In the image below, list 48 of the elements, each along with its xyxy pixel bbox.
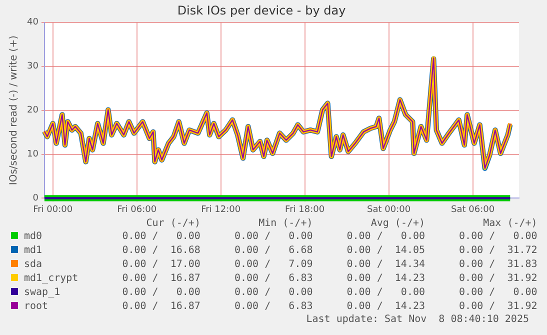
x-tick-label: Fri 06:00 — [117, 204, 157, 215]
text: 0.00 / 16.68 — [121, 244, 200, 258]
text: Max (-/+) — [482, 218, 538, 230]
text: 0.00 / 0.00 — [233, 286, 313, 300]
text: 0.00 / 31.72 — [458, 244, 538, 258]
legend-label: root — [23, 300, 50, 314]
text: 0.00 / 0.00 — [346, 230, 426, 244]
x-tick-label: Fri 18:00 — [285, 204, 325, 215]
legend-label: md1 — [23, 244, 44, 258]
y-tick-label: 30 — [27, 62, 39, 72]
text: Cur (-/+) — [145, 218, 200, 230]
text: 0.00 / 31.83 — [458, 258, 538, 272]
y-tick-label: 20 — [27, 106, 39, 116]
text: 0.00 / 14.05 — [346, 244, 426, 258]
text: 0.00 / 6.83 — [233, 300, 313, 314]
text: 0.00 / 31.92 — [458, 300, 538, 314]
text: 0.00 / 0.00 — [121, 286, 200, 300]
text: 0.00 / 0.00 — [121, 230, 200, 244]
text: 0.00 / 17.00 — [121, 258, 200, 272]
text: 0.00 / 14.23 — [346, 300, 426, 314]
text: 0.00 / 16.87 — [121, 272, 200, 286]
text: Last update: Sat Nov 8 08:40:10 2025 — [305, 314, 530, 325]
x-tick-label: Fri 12:00 — [201, 204, 241, 215]
text: 0.00 / 7.09 — [233, 258, 313, 272]
y-tick-label: 10 — [27, 150, 39, 160]
text: 0.00 / 0.00 — [233, 230, 313, 244]
text: 0.00 / 0.00 — [458, 286, 538, 300]
x-tick-label: Sat 00:00 — [367, 204, 411, 215]
legend-label: sda — [23, 258, 44, 272]
y-axis-title: IOs/second read (-) / write (+) — [8, 35, 20, 186]
legend-label: md1_crypt — [23, 272, 80, 286]
text: 0.00 / 16.87 — [121, 300, 200, 314]
text: 0.00 / 31.92 — [458, 272, 538, 286]
text: Min (-/+) — [258, 218, 313, 230]
y-tick-label: 40 — [27, 18, 39, 28]
text: 0.00 / 6.83 — [233, 272, 313, 286]
text: 0.00 / 0.00 — [346, 286, 426, 300]
chart-title: Disk IOs per device - by day — [177, 3, 346, 18]
text: 0.00 / 0.00 — [458, 230, 538, 244]
text: 0.00 / 14.34 — [346, 258, 426, 272]
text: Avg (-/+) — [370, 218, 426, 230]
legend-label: swap_1 — [23, 286, 62, 300]
text: 0.00 / 14.23 — [346, 272, 426, 286]
x-tick-label: Sat 06:00 — [451, 204, 495, 215]
x-tick-label: Fri 00:00 — [33, 204, 73, 215]
text: 0.00 / 6.68 — [233, 244, 313, 258]
legend-label: md0 — [23, 230, 44, 244]
y-tick-label: 0 — [32, 194, 39, 204]
